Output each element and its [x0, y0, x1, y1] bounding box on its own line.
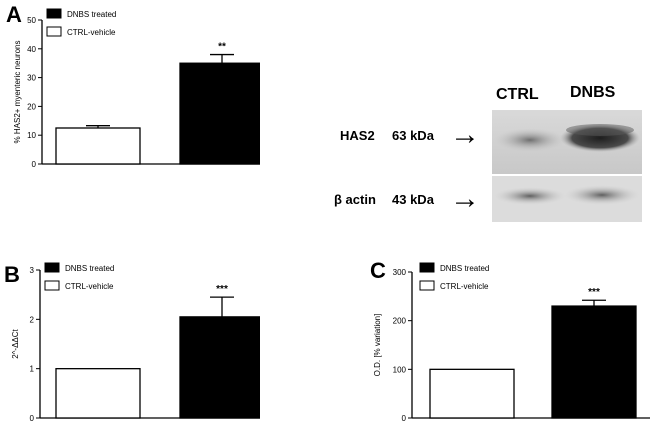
chart-c: 0 100 200 300 O.D. [% variation] *** DNBS trea…: [373, 262, 650, 422]
chart-a-significance: **: [218, 42, 226, 53]
chart-b-bar-ctrl-vehicle: [55, 368, 141, 419]
chart-b-y-tick-label: 3: [30, 266, 35, 275]
chart-c-significance: ***: [588, 287, 600, 298]
panel-letter-a: A: [6, 2, 22, 27]
arrow-right-icon: →: [450, 118, 480, 151]
chart-b-y-tick-label: 0: [30, 414, 35, 422]
chart-c-y-label: O.D. [% variation]: [373, 314, 382, 377]
chart-a: 0 10 20 30 40 50 % HAS2+ myenteric neurons ** DN…: [13, 8, 260, 169]
chart-c-legend-swatch: [419, 280, 435, 291]
blot-protein-has2: HAS2: [340, 128, 375, 143]
chart-a-y-tick-label: 20: [27, 102, 36, 111]
chart-a-legend-label: CTRL-vehicle: [67, 28, 116, 37]
chart-c-y-tick-label: 200: [393, 317, 407, 326]
chart-b-y-tick-label: 1: [30, 365, 35, 374]
panel-letter-b: B: [4, 262, 20, 287]
chart-a-bar-ctrl-vehicle: [55, 127, 141, 165]
chart-a-y-label: % HAS2+ myenteric neurons: [13, 41, 22, 144]
chart-b-y-tick-label: 2: [30, 315, 35, 324]
blot-protein-beta-actin: β actin: [334, 192, 376, 207]
chart-a-bar-dnbs-treated: [179, 62, 260, 165]
chart-c-legend-label: DNBS treated: [440, 264, 489, 273]
chart-a-legend-label: DNBS treated: [67, 10, 116, 19]
chart-b-bar-dnbs-treated: [179, 316, 260, 419]
chart-c-bar-dnbs-treated: [551, 305, 637, 419]
chart-a-y-tick-label: 10: [27, 131, 36, 140]
blot-image-beta-actin: [492, 176, 642, 222]
chart-b-legend-swatch: [44, 262, 60, 273]
chart-c-y-tick-label: 0: [402, 414, 407, 422]
chart-c-bar-ctrl-vehicle: [429, 368, 515, 419]
lane-label-dnbs: DNBS: [570, 84, 616, 101]
chart-c-y-tick-label: 300: [393, 268, 407, 277]
chart-a-legend-swatch: [46, 8, 62, 19]
chart-a-y-tick-label: 30: [27, 74, 36, 83]
arrow-right-icon: →: [450, 182, 480, 215]
lane-label-ctrl: CTRL: [496, 86, 539, 103]
chart-b: 0 1 2 3 2^-ΔΔCt *** DNBS treated CTRL-vehicle: [11, 262, 260, 422]
blot-weight-beta-actin: 43 kDa: [392, 192, 434, 207]
chart-c-legend-swatch: [419, 262, 435, 273]
blot-image-has2: [492, 110, 642, 174]
chart-a-y-tick-label: 40: [27, 45, 36, 54]
chart-b-legend-label: DNBS treated: [65, 264, 114, 273]
chart-a-legend-swatch: [46, 26, 62, 37]
chart-a-y-tick-label: 50: [27, 16, 36, 25]
blot-weight-has2: 63 kDa: [392, 128, 434, 143]
panel-letter-c: C: [370, 258, 386, 283]
chart-b-legend-swatch: [44, 280, 60, 291]
chart-b-significance: ***: [216, 284, 228, 295]
chart-c-legend-label: CTRL-vehicle: [440, 282, 489, 291]
chart-b-legend-label: CTRL-vehicle: [65, 282, 114, 291]
chart-c-y-tick-label: 100: [393, 365, 407, 374]
chart-a-y-tick-label: 0: [32, 160, 37, 169]
chart-b-y-label: 2^-ΔΔCt: [11, 328, 20, 358]
